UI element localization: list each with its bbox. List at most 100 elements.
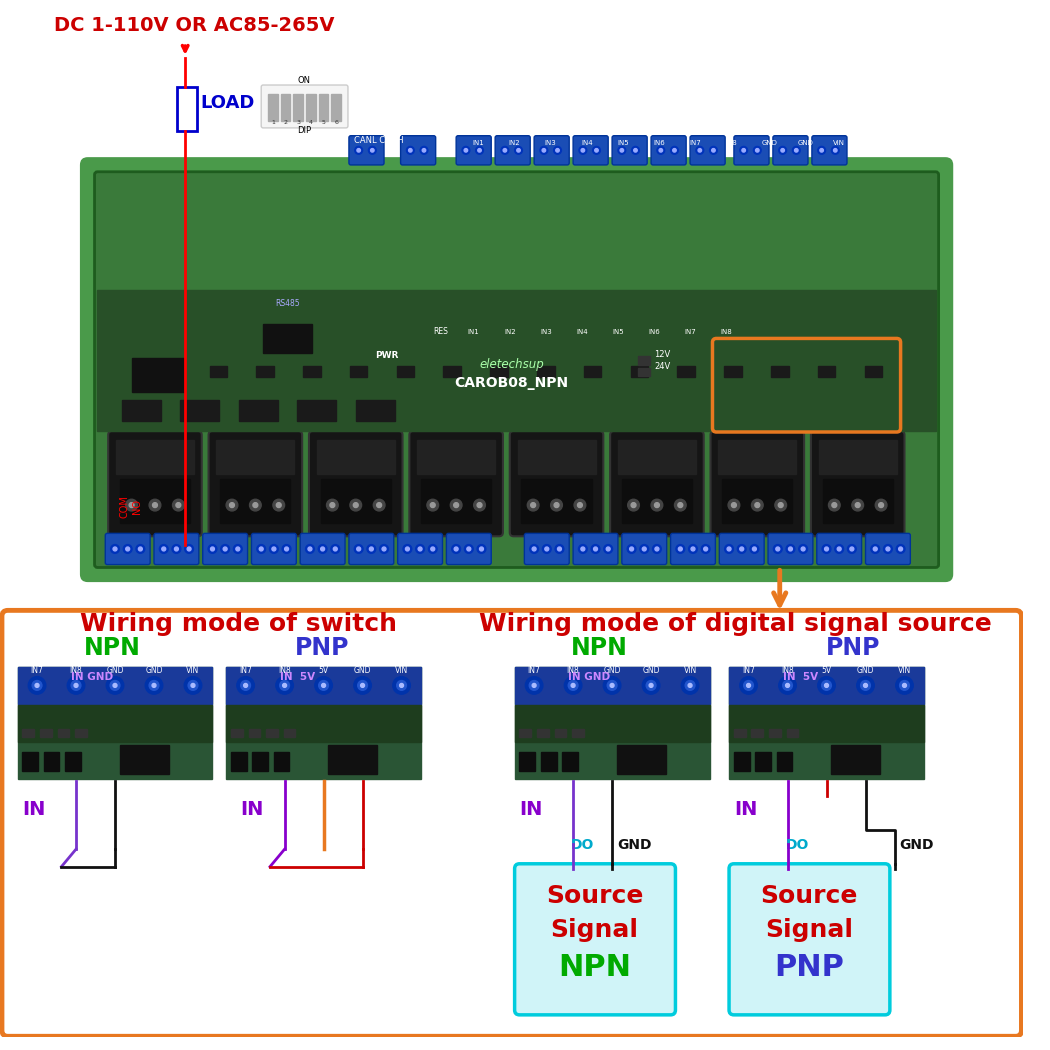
Circle shape [320, 547, 324, 551]
Text: 6: 6 [334, 120, 338, 125]
Circle shape [174, 547, 179, 551]
Bar [771, 365, 789, 377]
Circle shape [331, 545, 339, 553]
Bar [631, 365, 648, 377]
Circle shape [727, 547, 731, 551]
Circle shape [779, 676, 796, 694]
Bar [752, 730, 763, 737]
Circle shape [530, 545, 539, 553]
Text: IN5: IN5 [617, 141, 629, 146]
Circle shape [837, 547, 841, 551]
Circle shape [676, 545, 685, 553]
Text: VIN: VIN [684, 666, 697, 675]
Circle shape [818, 146, 825, 154]
Circle shape [655, 547, 658, 551]
Text: GND: GND [761, 141, 777, 146]
Bar [819, 440, 897, 474]
Text: IN: IN [240, 800, 265, 819]
Text: CH7: CH7 [190, 141, 205, 146]
Text: IN8: IN8 [726, 141, 737, 146]
FancyBboxPatch shape [251, 533, 296, 565]
Circle shape [776, 547, 780, 551]
Circle shape [793, 146, 800, 154]
Circle shape [350, 499, 361, 511]
Circle shape [592, 146, 601, 154]
FancyBboxPatch shape [94, 172, 939, 567]
Circle shape [319, 680, 329, 690]
Circle shape [879, 503, 883, 507]
Circle shape [728, 499, 740, 511]
Circle shape [160, 545, 168, 553]
Text: IN7: IN7 [685, 329, 696, 335]
FancyBboxPatch shape [524, 533, 569, 565]
Circle shape [403, 545, 412, 553]
Circle shape [631, 503, 636, 507]
Circle shape [176, 503, 181, 507]
Circle shape [208, 545, 217, 553]
Text: IN: IN [520, 800, 543, 819]
Bar [864, 365, 882, 377]
Bar [729, 667, 924, 779]
Circle shape [467, 547, 470, 551]
Text: IN1: IN1 [472, 141, 484, 146]
Circle shape [701, 545, 710, 553]
Circle shape [462, 146, 469, 154]
Circle shape [610, 684, 614, 688]
Circle shape [737, 545, 747, 553]
Circle shape [704, 547, 708, 551]
Circle shape [270, 545, 278, 553]
Text: IN3: IN3 [545, 141, 556, 146]
Circle shape [501, 146, 509, 154]
Circle shape [671, 146, 678, 154]
Circle shape [900, 680, 909, 690]
Bar [249, 730, 260, 737]
Text: NPN: NPN [558, 952, 631, 982]
Circle shape [354, 676, 372, 694]
Bar [18, 705, 212, 742]
Circle shape [754, 146, 761, 154]
Text: VIN: VIN [395, 666, 408, 675]
Circle shape [558, 547, 562, 551]
Circle shape [621, 148, 624, 152]
Text: Signal: Signal [550, 918, 638, 942]
Bar [226, 667, 421, 779]
Circle shape [828, 499, 840, 511]
Bar [356, 400, 395, 421]
Circle shape [187, 547, 191, 551]
Circle shape [237, 676, 254, 694]
Text: DO: DO [785, 838, 808, 853]
Bar [584, 365, 602, 377]
FancyBboxPatch shape [509, 432, 604, 537]
Bar [729, 667, 924, 704]
Circle shape [594, 148, 598, 152]
FancyBboxPatch shape [811, 432, 904, 537]
Circle shape [427, 499, 439, 511]
Bar [210, 365, 227, 377]
Bar [518, 440, 595, 474]
Text: 5V: 5V [821, 666, 832, 675]
Bar [320, 479, 391, 523]
Circle shape [782, 680, 793, 690]
Circle shape [643, 676, 659, 694]
Bar [22, 752, 38, 771]
Bar [116, 440, 194, 474]
Circle shape [244, 684, 248, 688]
Circle shape [542, 148, 546, 152]
FancyBboxPatch shape [80, 158, 953, 582]
Circle shape [110, 680, 120, 690]
Circle shape [28, 676, 46, 694]
Circle shape [33, 680, 42, 690]
Circle shape [282, 684, 287, 688]
Text: Wiring mode of digital signal source: Wiring mode of digital signal source [480, 612, 992, 636]
Bar [98, 290, 936, 432]
Circle shape [135, 545, 145, 553]
Bar [786, 730, 798, 737]
Circle shape [377, 503, 381, 507]
Circle shape [191, 684, 195, 688]
Circle shape [525, 676, 543, 694]
Circle shape [400, 684, 403, 688]
Circle shape [639, 545, 649, 553]
Circle shape [553, 146, 562, 154]
Text: GND: GND [643, 666, 659, 675]
FancyBboxPatch shape [573, 135, 608, 165]
